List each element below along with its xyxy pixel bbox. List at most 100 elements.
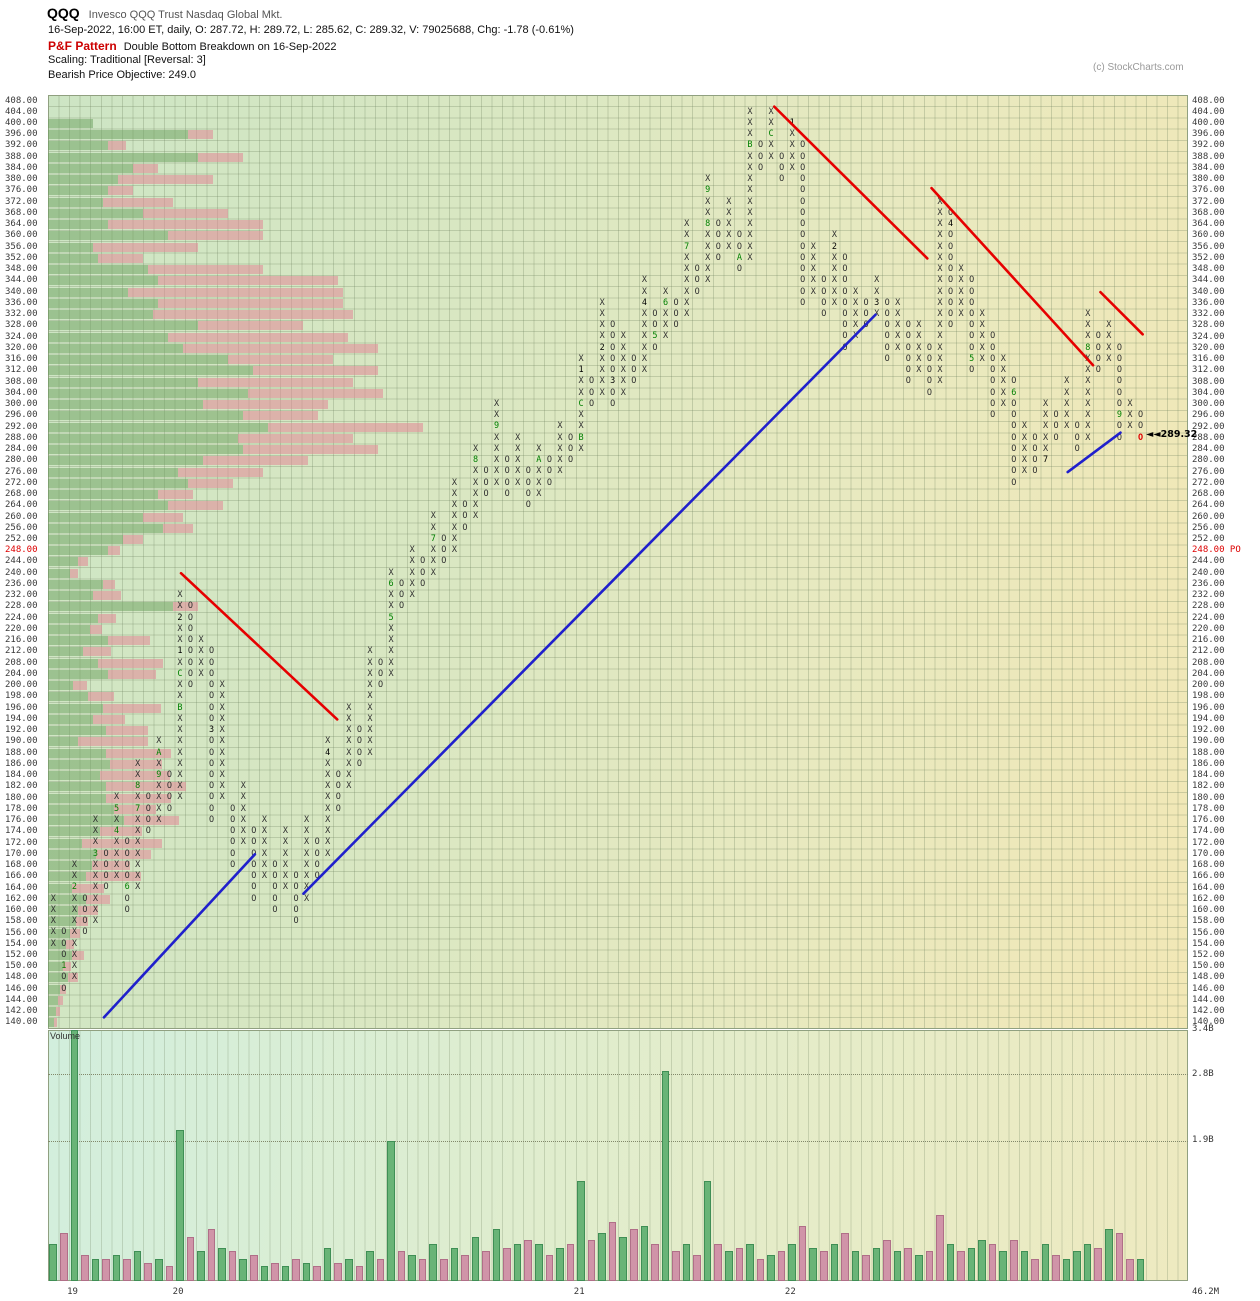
volume-by-price-down-bar — [72, 883, 104, 893]
pnf-glyph: X — [937, 376, 943, 387]
pnf-glyph: X — [430, 545, 436, 556]
pnf-glyph: O — [567, 455, 574, 466]
volume-by-price-up-bar — [48, 220, 108, 230]
volume-by-price-down-bar — [58, 995, 63, 1005]
price-axis-label-right: 212.00 — [1192, 646, 1225, 657]
pnf-glyph: X — [325, 826, 331, 837]
pnf-glyph: X — [1106, 342, 1112, 353]
volume-by-price-up-bar — [48, 343, 183, 353]
pnf-glyph: X — [1064, 410, 1070, 421]
pnf-glyph: X — [557, 421, 563, 432]
volume-by-price-up-bar — [48, 591, 93, 601]
pnf-glyph: O — [145, 803, 151, 814]
pnf-glyph: X — [346, 747, 352, 758]
volume-bar — [735, 1247, 744, 1281]
pnf-glyph: O — [1074, 443, 1080, 454]
volume-bar — [1083, 1244, 1092, 1281]
price-axis-label-right: 344.00 — [1192, 275, 1225, 286]
volume-bar — [1073, 1251, 1081, 1281]
volume-by-price-up-bar — [48, 332, 168, 342]
volume-by-price-up-bar — [48, 456, 203, 466]
pnf-glyph: O — [82, 904, 88, 915]
pnf-glyph: X — [71, 938, 77, 949]
price-axis-label-left: 190.00 — [5, 736, 38, 747]
symbol: QQQ — [47, 5, 80, 21]
volume-bar — [344, 1258, 353, 1281]
pnf-glyph: X — [304, 871, 310, 882]
pnf-month-mark: 8 — [135, 781, 141, 792]
pnf-glyph: X — [578, 443, 584, 454]
pnf-glyph: O — [926, 387, 932, 398]
volume-by-price-up-bar — [48, 310, 153, 320]
price-axis-label-right: 158.00 — [1192, 916, 1225, 927]
volume-by-price-down-bar — [103, 579, 115, 589]
pnf-glyph: X — [177, 590, 183, 601]
pnf-glyph: O — [757, 151, 764, 162]
pnf-glyph: O — [420, 567, 426, 578]
pnf-glyph: X — [156, 803, 162, 814]
volume-panel[interactable] — [48, 1030, 1188, 1281]
pnf-glyph: O — [61, 949, 67, 960]
price-axis-label-left: 388.00 — [5, 151, 38, 162]
price-axis-label-right: 268.00 — [1192, 489, 1225, 500]
volume-by-price-up-bar — [48, 861, 92, 871]
volume-by-price-up-bar — [48, 388, 248, 398]
pnf-glyph: X — [388, 646, 394, 657]
pnf-glyph: O — [1074, 421, 1080, 432]
pnf-month-mark: 6 — [124, 882, 130, 893]
volume-by-price-up-bar — [48, 287, 128, 297]
pnf-glyph: O — [293, 893, 299, 904]
price-axis-label-left: 356.00 — [5, 241, 38, 252]
pnf-month-mark: 8 — [705, 219, 711, 230]
volume-bar — [914, 1255, 923, 1281]
pnf-glyph: X — [1085, 309, 1091, 319]
pnf-glyph: X — [92, 826, 99, 837]
volume-by-price-up-bar — [48, 782, 106, 792]
pnf-glyph: X — [620, 342, 626, 353]
volume-by-price-down-bar — [88, 692, 114, 702]
price-axis-label-left: 312.00 — [5, 365, 38, 376]
pnf-glyph: X — [620, 387, 626, 398]
pnf-glyph: X — [135, 848, 141, 859]
pnf-glyph: O — [800, 196, 806, 207]
pnf-glyph: O — [1011, 455, 1017, 466]
price-axis-label-left: 284.00 — [5, 444, 38, 455]
pnf-glyph: O — [1032, 466, 1038, 477]
volume-bar — [693, 1255, 701, 1281]
pnf-glyph: O — [821, 309, 827, 319]
price-axis-label-left: 180.00 — [5, 792, 38, 803]
pnf-glyph: X — [620, 376, 626, 387]
price-axis-label-left: 348.00 — [5, 264, 38, 275]
pnf-glyph: X — [852, 286, 859, 297]
pnf-glyph: X — [177, 769, 183, 780]
pnf-glyph: X — [240, 814, 246, 825]
pnf-glyph: O — [272, 882, 278, 893]
pnf-glyph: O — [293, 916, 299, 927]
pnf-glyph: O — [525, 477, 531, 488]
volume-by-price-down-bar — [106, 782, 186, 792]
volume-bar — [450, 1247, 459, 1281]
volume-by-price-up-bar — [48, 624, 90, 634]
pnf-glyph: X — [177, 781, 183, 792]
pnf-glyph: O — [610, 353, 616, 364]
pnf-glyph: X — [1042, 410, 1049, 421]
pnf-glyph: O — [377, 668, 384, 679]
volume-by-price-up-bar — [48, 647, 83, 657]
pnf-glyph: O — [166, 792, 172, 803]
volume-bar — [988, 1244, 997, 1281]
volume-by-price-up-bar — [48, 917, 76, 927]
pnf-glyph: O — [1011, 376, 1017, 387]
pnf-glyph: O — [187, 612, 194, 623]
price-axis-label-left: 320.00 — [5, 342, 38, 353]
pnf-glyph: X — [156, 758, 162, 769]
pnf-glyph: X — [71, 916, 77, 927]
pnf-glyph: X — [50, 893, 56, 904]
volume-by-price-down-bar — [63, 962, 71, 972]
price-axis-label-left: 304.00 — [5, 387, 38, 398]
pnf-glyph: X — [409, 567, 415, 578]
pnf-glyph: X — [219, 781, 225, 792]
price-axis-label-right: 280.00 — [1192, 455, 1225, 466]
pnf-glyph: X — [1021, 443, 1027, 454]
price-axis-label-left: 384.00 — [5, 162, 38, 173]
volume-by-price-up-bar — [48, 962, 63, 972]
